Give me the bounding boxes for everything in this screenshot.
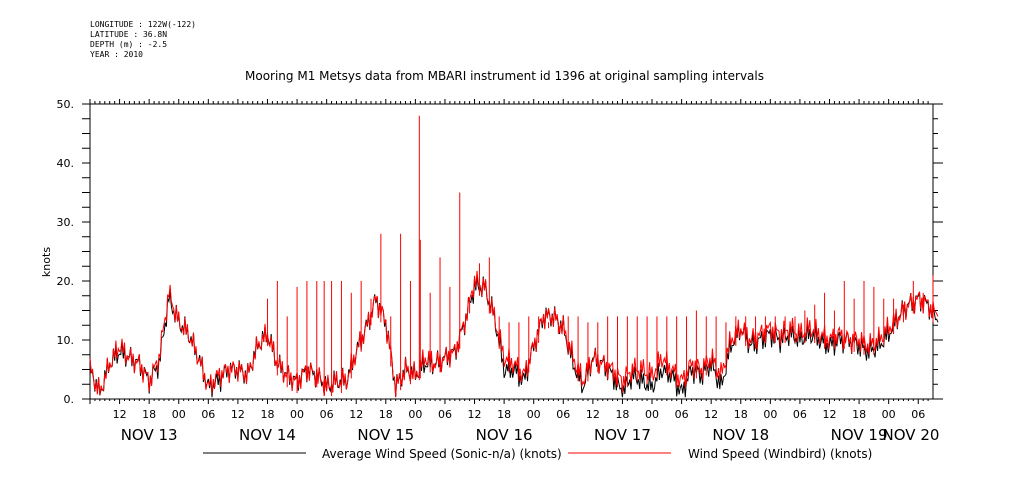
y-axis-label: knots bbox=[40, 247, 53, 277]
x-tick-label: 06 bbox=[793, 408, 807, 421]
plot-border bbox=[89, 103, 934, 400]
y-tick-label: 20. bbox=[57, 275, 75, 288]
year-text: YEAR : 2010 bbox=[90, 50, 143, 59]
x-tick-label: 18 bbox=[852, 408, 866, 421]
x-tick-label: 12 bbox=[468, 408, 482, 421]
x-tick-label: 00 bbox=[172, 408, 186, 421]
x-tick-label: 18 bbox=[497, 408, 511, 421]
chart-title: Mooring M1 Metsys data from MBARI instru… bbox=[245, 69, 764, 83]
longitude-text: LONGITUDE : 122W(-122) bbox=[90, 20, 196, 29]
day-labels: NOV 13 NOV 14 NOV 15 NOV 16 NOV 17 NOV 18 NOV … bbox=[121, 426, 940, 444]
depth-text: DEPTH (m) : -2.5 bbox=[90, 40, 168, 49]
x-tick-label: 12 bbox=[231, 408, 245, 421]
x-tick-label: 18 bbox=[379, 408, 393, 421]
legend: Average Wind Speed (Sonic-n/a) (knots) W… bbox=[203, 447, 872, 461]
x-tick-labels: 12 18 00 06 12 18 00 06 12 18 00 06 12 18 00 06 12 18 00 06… bbox=[113, 408, 926, 421]
x-tick-label: 12 bbox=[823, 408, 837, 421]
x-tick-label: 00 bbox=[527, 408, 541, 421]
x-tick-label: 06 bbox=[201, 408, 215, 421]
x-tick-label: 06 bbox=[911, 408, 925, 421]
y-tick-labels: 0. 10. 20. 30. 40. 50. bbox=[57, 98, 75, 406]
y-tick-label: 0. bbox=[64, 393, 75, 406]
x-tick-label: 00 bbox=[290, 408, 304, 421]
metadata-block: LONGITUDE : 122W(-122) LATITUDE : 36.8N … bbox=[90, 20, 196, 60]
x-tick-label: 06 bbox=[320, 408, 334, 421]
legend-label-sonic: Average Wind Speed (Sonic-n/a) (knots) bbox=[322, 447, 562, 461]
x-tick-label: 06 bbox=[675, 408, 689, 421]
series-line-windbird bbox=[89, 270, 939, 398]
x-tick-label: 00 bbox=[882, 408, 896, 421]
y-tick-label: 40. bbox=[57, 157, 75, 170]
latitude-text: LATITUDE : 36.8N bbox=[90, 30, 168, 39]
plot-frame bbox=[89, 103, 934, 400]
series-layer bbox=[89, 115, 939, 398]
x-tick-label: 18 bbox=[260, 408, 274, 421]
x-tick-label: 18 bbox=[734, 408, 748, 421]
legend-label-windbird: Wind Speed (Windbird) (knots) bbox=[688, 447, 872, 461]
x-tick-label: 12 bbox=[704, 408, 718, 421]
y-tick-label: 30. bbox=[57, 216, 75, 229]
y-tick-label: 50. bbox=[57, 98, 75, 111]
day-label: NOV 20 bbox=[883, 426, 940, 444]
x-tick-label: 18 bbox=[142, 408, 156, 421]
day-label: NOV 13 bbox=[121, 426, 178, 444]
day-label: NOV 18 bbox=[712, 426, 769, 444]
day-label: NOV 15 bbox=[357, 426, 414, 444]
x-tick-label: 12 bbox=[586, 408, 600, 421]
y-tick-label: 10. bbox=[57, 334, 75, 347]
axis-ticks bbox=[82, 99, 943, 404]
day-label: NOV 17 bbox=[594, 426, 651, 444]
x-tick-label: 06 bbox=[556, 408, 570, 421]
day-label: NOV 19 bbox=[831, 426, 888, 444]
x-tick-label: 12 bbox=[113, 408, 127, 421]
x-tick-label: 00 bbox=[408, 408, 422, 421]
x-tick-label: 18 bbox=[615, 408, 629, 421]
x-tick-label: 00 bbox=[763, 408, 777, 421]
x-tick-label: 12 bbox=[349, 408, 363, 421]
day-label: NOV 16 bbox=[476, 426, 533, 444]
x-tick-label: 00 bbox=[645, 408, 659, 421]
x-tick-label: 06 bbox=[438, 408, 452, 421]
day-label: NOV 14 bbox=[239, 426, 296, 444]
